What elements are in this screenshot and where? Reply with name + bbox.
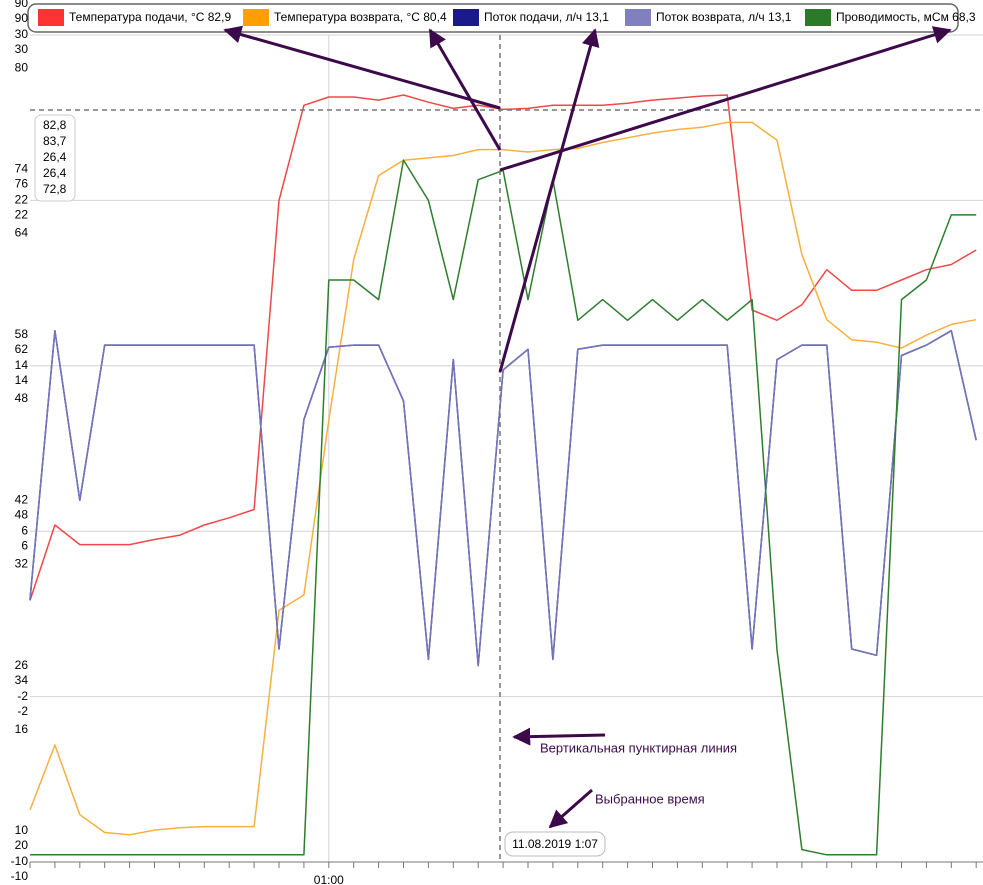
arrow xyxy=(428,28,502,151)
time-box xyxy=(504,831,606,857)
legend-label: Проводимость, мСм 68,3 xyxy=(836,10,976,24)
series-line xyxy=(29,121,977,836)
arrow xyxy=(498,28,600,373)
legend-swatch xyxy=(625,9,651,26)
series-line xyxy=(30,159,977,856)
y-tick-label: -2 xyxy=(17,689,28,703)
legend-swatch xyxy=(38,9,64,26)
y-tick-label: 90 xyxy=(15,11,29,25)
annotation: Вертикальная пунктирная линия xyxy=(540,740,737,755)
tooltip-box xyxy=(34,114,76,202)
series-line xyxy=(29,329,977,667)
tooltip-value: 26,4 xyxy=(43,150,67,164)
y-tick-label: 34 xyxy=(15,673,29,687)
y-tick-label: 48 xyxy=(15,507,29,521)
legend-label: Температура возврата, °С 80,4 xyxy=(274,10,447,24)
x-tick-label: 01:00 xyxy=(314,873,344,885)
legend-swatch xyxy=(453,9,479,26)
y-tick-label: 30 xyxy=(15,42,29,56)
y-tick-label: 90 xyxy=(15,0,29,10)
y-tick-label: 32 xyxy=(15,556,29,570)
legend-label: Поток подачи, л/ч 13,1 xyxy=(484,10,609,24)
y-tick-label: 58 xyxy=(15,327,29,341)
y-tick-label: 22 xyxy=(15,208,29,222)
y-tick-label: 62 xyxy=(15,342,29,356)
legend-label: Температура подачи, °С 82,9 xyxy=(69,10,231,24)
tooltip-value: 82,8 xyxy=(43,118,67,132)
y-tick-label: -10 xyxy=(11,869,29,883)
tooltip-value: 72,8 xyxy=(43,182,67,196)
annotation: Выбранное время xyxy=(595,791,705,806)
y-tick-label: 6 xyxy=(21,523,28,537)
y-tick-label: 6 xyxy=(21,538,28,552)
arrow xyxy=(499,26,952,172)
annotation-arrows xyxy=(223,25,952,829)
y-tick-label: 76 xyxy=(15,177,29,191)
y-tick-label: 22 xyxy=(15,193,29,207)
y-tick-label: 80 xyxy=(15,60,29,74)
y-tick-label: -2 xyxy=(17,704,28,718)
series-line xyxy=(29,94,977,601)
y-tick-label: 20 xyxy=(15,838,29,852)
arrow xyxy=(548,788,593,829)
y-tick-label: 26 xyxy=(15,658,29,672)
series-line xyxy=(29,329,977,667)
tooltip-value: 83,7 xyxy=(43,134,67,148)
y-tick-label: 48 xyxy=(15,391,29,405)
y-tick-label: 10 xyxy=(15,823,29,837)
legend-items: Температура подачи, °С 82,9 Температура в… xyxy=(38,9,976,26)
arrow xyxy=(223,25,501,110)
plot xyxy=(29,94,977,856)
grid xyxy=(30,34,983,863)
tooltip: 82,8 83,7 26,4 26,4 72,8 xyxy=(43,118,67,196)
y-tick-label: 16 xyxy=(15,722,29,736)
tooltip-value: 26,4 xyxy=(43,166,67,180)
legend-swatch xyxy=(243,9,269,26)
y-tick-label: 64 xyxy=(15,226,29,240)
y-tick-label: 14 xyxy=(15,358,29,372)
arrow xyxy=(512,727,606,746)
y-tick-label: -10 xyxy=(11,854,29,868)
selected-time: 11.08.2019 1:07 xyxy=(512,837,598,851)
y-axes: 10 26 42 58 74 90 20 34 48 62 76 90 -10 -2 6 14 22 30 -10 -… xyxy=(11,0,29,883)
y-tick-label: 14 xyxy=(15,373,29,387)
y-tick-label: 42 xyxy=(15,492,29,506)
x-axis-labels: 01:00 xyxy=(29,862,977,885)
y-tick-label: 30 xyxy=(15,27,29,41)
legend-label: Поток возврата, л/ч 13,1 xyxy=(656,10,792,24)
y-tick-label: 74 xyxy=(15,162,29,176)
legend-swatch xyxy=(805,9,831,26)
